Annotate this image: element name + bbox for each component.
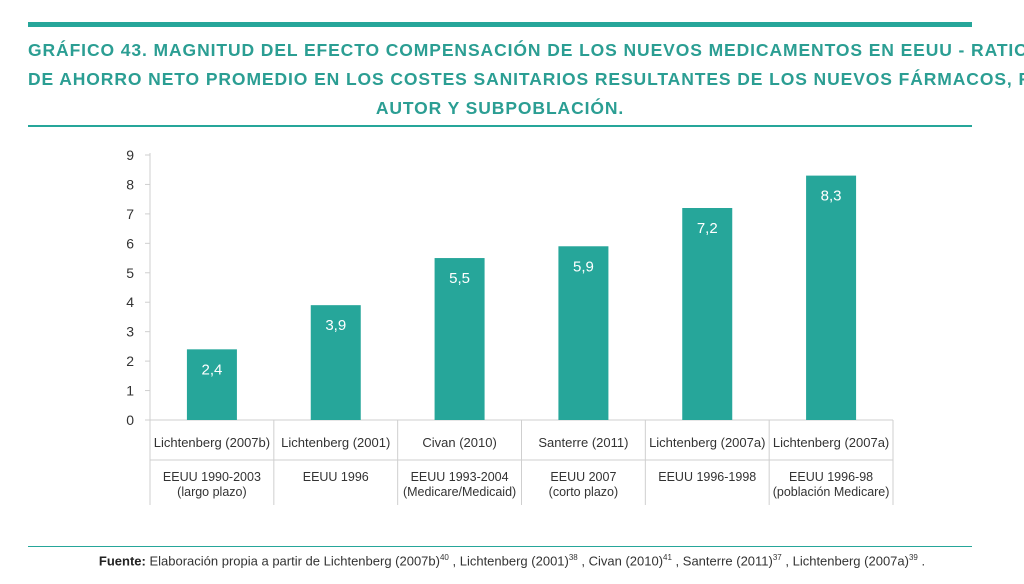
source-rule: [28, 546, 972, 547]
y-tick-label: 8: [126, 176, 134, 192]
category-population-label: EEUU 1990-2003: [163, 470, 261, 484]
source-ref-4: 37: [772, 553, 782, 562]
bar-value-label: 2,4: [201, 361, 222, 378]
source-part-4: , Santerre (2011): [671, 553, 773, 569]
y-tick-label: 2: [126, 353, 134, 369]
y-tick-label: 5: [126, 265, 134, 281]
category-author-label: Civan (2010): [422, 435, 496, 450]
bar-value-label: 5,9: [573, 258, 594, 275]
bar: [806, 175, 857, 420]
chart-title-line-2: DE AHORRO NETO PROMEDIO EN LOS COSTES SA…: [28, 69, 1024, 89]
chart-title-line-1: GRÁFICO 43. MAGNITUD DEL EFECTO COMPENSA…: [28, 40, 1024, 60]
source-part-5: , Lichtenberg (2007a): [781, 553, 909, 569]
source-ref-3: 41: [663, 553, 672, 562]
y-tick-label: 0: [126, 412, 134, 428]
category-author-label: Lichtenberg (2007a): [649, 435, 765, 450]
category-population-label: EEUU 2007: [550, 470, 616, 484]
category-author-label: Santerre (2011): [538, 435, 628, 450]
bar: [434, 258, 485, 420]
category-author-label: Lichtenberg (2001): [281, 435, 390, 450]
bar: [558, 246, 609, 420]
category-population-label: EEUU 1996-98: [789, 470, 873, 484]
source-ref-1: 40: [439, 553, 449, 562]
y-tick-label: 3: [126, 324, 134, 340]
bar-value-label: 7,2: [697, 220, 718, 237]
category-population-label: EEUU 1996: [303, 470, 369, 484]
category-population-label: (Medicare/Medicaid): [403, 485, 516, 499]
category-author-label: Lichtenberg (2007b): [154, 435, 270, 450]
bar-value-label: 5,5: [449, 270, 470, 287]
category-author-label: Lichtenberg (2007a): [773, 435, 889, 450]
y-tick-label: 7: [126, 206, 134, 222]
bar: [682, 208, 733, 420]
category-population-label: (población Medicare): [773, 485, 890, 499]
category-population-label: EEUU 1996-1998: [658, 470, 756, 484]
y-tick-label: 6: [126, 235, 134, 251]
chart-title-line-3: AUTOR Y SUBPOBLACIÓN.: [375, 98, 625, 118]
source-part-3: , Civan (2010): [577, 553, 664, 569]
source-label: Fuente:: [98, 553, 146, 569]
bar: [186, 349, 237, 420]
y-tick-label: 4: [126, 294, 134, 310]
category-population-label: EEUU 1993-2004: [411, 470, 509, 484]
category-population-label: (largo plazo): [177, 485, 246, 499]
title-bottom-rule: [28, 125, 972, 127]
bar-value-label: 8,3: [821, 188, 842, 205]
y-tick-label: 1: [126, 383, 134, 399]
source-note: Fuente: Elaboración propia a partir de L…: [0, 553, 1024, 568]
y-tick-label: 9: [126, 147, 134, 163]
source-ref-5: 39: [908, 553, 918, 562]
source-part-2: , Lichtenberg (2001): [448, 553, 569, 569]
source-ref-2: 38: [568, 553, 578, 562]
source-part-1: Elaboración propia a partir de Lichtenbe…: [145, 553, 440, 569]
chart-title: GRÁFICO 43. MAGNITUD DEL EFECTO COMPENSA…: [28, 36, 1024, 123]
title-top-rule: [28, 22, 972, 27]
bar-value-label: 3,9: [325, 317, 346, 334]
category-population-label: (corto plazo): [549, 485, 618, 499]
bar: [310, 305, 361, 420]
source-end: .: [917, 553, 926, 569]
